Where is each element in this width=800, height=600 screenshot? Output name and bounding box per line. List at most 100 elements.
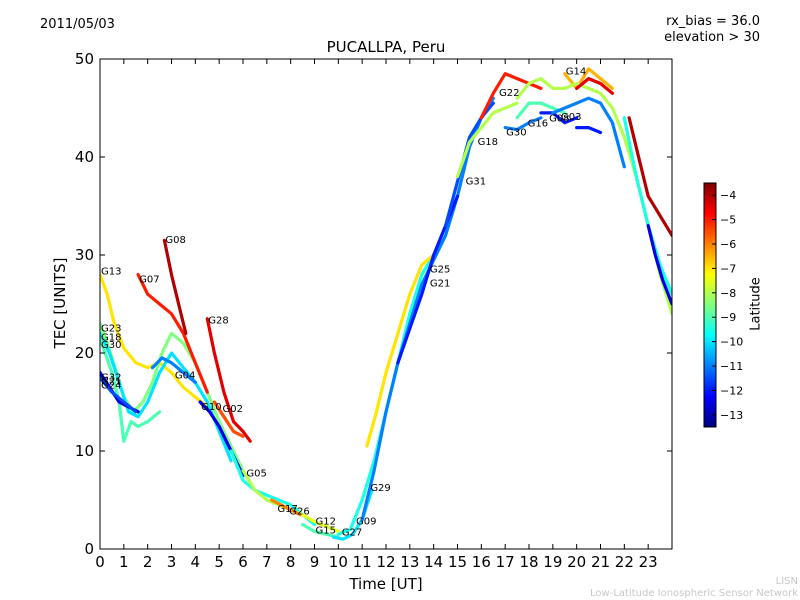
sat-label-g07: G07 (139, 274, 159, 285)
series-g13 (100, 273, 233, 453)
sat-label-g16: G16 (528, 119, 548, 130)
sat-label-g24: G24 (101, 380, 121, 391)
sat-label-g08: G08 (549, 114, 569, 125)
sat-label-g17: G17 (277, 504, 297, 515)
sat-label-g22: G22 (499, 88, 519, 99)
sat-label-g03: G03 (561, 112, 581, 123)
series-g01 (627, 116, 672, 237)
series-g30 (100, 336, 162, 443)
series-g10 (198, 400, 245, 478)
series-g25 (396, 194, 460, 365)
series-layer (100, 67, 672, 541)
sat-label-g12: G12 (316, 517, 336, 528)
series-g11 (515, 77, 672, 316)
x-tick-label: 1 (119, 553, 129, 571)
x-tick-label: 2 (143, 553, 153, 571)
axes: 0 1 2 3 4 5 6 7 8 9 10 11 12 13 14 15 16 17 18 19 20 21 22 2301… (75, 50, 672, 571)
series-g20 (575, 126, 603, 135)
y-axis-label: TEC [UNITS] (51, 257, 69, 349)
sat-label-g21: G21 (101, 376, 121, 387)
colorbar-tick-label: −4 (720, 189, 736, 202)
chart-title: PUCALLPA, Peru (326, 38, 446, 56)
series-g02 (212, 400, 245, 438)
series-g26 (270, 498, 302, 517)
colorbar-tick-label: −7 (720, 262, 736, 275)
sat-label-g13: G13 (101, 267, 121, 278)
x-tick-label: 20 (567, 553, 586, 571)
series-g05 (229, 449, 317, 527)
series-g18b (455, 101, 519, 179)
y-tick-label: 40 (75, 148, 94, 166)
series-g23 (100, 322, 245, 473)
colorbar-tick-label: −10 (720, 336, 743, 349)
x-tick-label: 15 (448, 553, 467, 571)
x-axis-label: Time [UT] (349, 575, 423, 593)
series-g24 (100, 375, 138, 414)
x-tick-label: 17 (496, 553, 515, 571)
sat-label-g18: G18 (101, 332, 121, 343)
x-tick-label: 3 (167, 553, 177, 571)
series-g15 (301, 522, 340, 539)
colorbar-tick-label: −9 (720, 311, 736, 324)
x-tick-label: 7 (262, 553, 272, 571)
series-g14 (563, 67, 614, 90)
x-tick-label: 18 (519, 553, 538, 571)
watermark-lisn: LISN (775, 576, 798, 587)
sat-label-g26: G26 (289, 507, 309, 518)
sat-label-g30: G30 (506, 127, 526, 138)
x-tick-label: 19 (543, 553, 562, 571)
x-tick-label: 16 (472, 553, 491, 571)
y-tick-label: 20 (75, 344, 94, 362)
x-tick-label: 4 (191, 553, 201, 571)
plot-frame (99, 58, 673, 550)
x-tick-label: 6 (238, 553, 248, 571)
series-g32 (100, 371, 140, 414)
x-tick-label: 23 (639, 553, 658, 571)
rx-bias-label: rx_bias = 36.0 (666, 14, 760, 29)
sat-label-g05: G05 (246, 468, 266, 479)
sat-label-g32: G32 (101, 372, 121, 383)
date-label: 2011/05/03 (40, 17, 115, 32)
series-g09 (336, 253, 436, 536)
sat-label-g02: G02 (223, 404, 243, 415)
series-g06 (575, 77, 614, 95)
series-g30b (503, 116, 543, 132)
x-tick-label: 13 (400, 553, 419, 571)
colorbar-tick-label: −11 (720, 360, 743, 373)
colorbar-ticks: −4 −5 −6 −7 −8 −9 −10 −11 −12 −13 (712, 189, 743, 422)
series-g17 (241, 469, 305, 517)
colorbar-tick-label: −13 (720, 409, 743, 422)
sat-label-g31: G31 (466, 176, 486, 187)
series-g22 (479, 72, 543, 120)
sat-label-g14: G14 (566, 67, 586, 78)
y-tick-label: 50 (75, 50, 94, 68)
series-g29 (365, 253, 436, 448)
x-tick-label: 21 (591, 553, 610, 571)
y-tick-label: 0 (84, 540, 94, 558)
series-g31 (444, 101, 495, 228)
elevation-label: elevation > 30 (664, 30, 760, 45)
colorbar-label: Latitude (748, 277, 764, 331)
colorbar (703, 182, 717, 428)
colorbar-tick-label: −8 (720, 287, 736, 300)
sat-label-g23: G23 (101, 323, 121, 334)
series-g16 (515, 101, 567, 120)
colorbar-tick-label: −5 (720, 214, 736, 227)
series-g27 (332, 488, 374, 541)
sat-label-g10: G10 (201, 402, 221, 413)
x-tick-label: 8 (286, 553, 296, 571)
x-tick-label: 0 (95, 553, 105, 571)
sat-label-g28: G28 (208, 316, 228, 327)
series-g03 (551, 96, 626, 169)
sat-label-g21: G21 (430, 278, 450, 289)
sat-label-g15: G15 (316, 525, 336, 536)
sat-label-g30: G30 (101, 340, 121, 351)
sat-label-g29: G29 (370, 483, 390, 494)
x-tick-label: 12 (376, 553, 395, 571)
series-g08b (539, 111, 579, 125)
sat-label-g25: G25 (430, 265, 450, 276)
series-g08 (162, 238, 188, 335)
y-tick-label: 30 (75, 246, 94, 264)
